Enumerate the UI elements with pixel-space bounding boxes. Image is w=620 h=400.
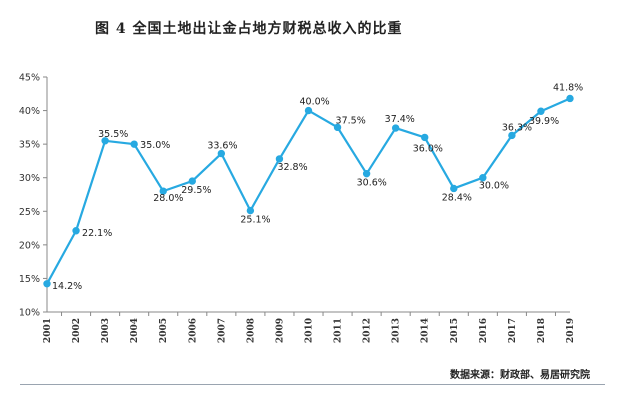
x-tick-label: 2017	[508, 318, 518, 343]
data-label: 37.5%	[336, 115, 366, 126]
data-labels: 14.2% 22.1% 35.5% 35.0% 28.0%29.5% 33.6% 25.1%…	[52, 82, 583, 291]
data-label: 41.8%	[553, 82, 583, 93]
data-point	[362, 169, 371, 178]
data-label: 28.0%	[153, 193, 183, 204]
data-label: 14.2%	[52, 281, 82, 292]
data-label: 37.4%	[385, 114, 415, 125]
data-label: 22.1%	[82, 228, 112, 239]
x-tick-label: 2002	[72, 318, 82, 343]
data-point	[275, 155, 284, 163]
data-point	[566, 94, 574, 103]
x-tick-label: 2005	[159, 318, 169, 343]
data-point	[304, 106, 313, 115]
x-axis-ticks: 2001 2002 2003 2004 2005 2006 2007 2008 2009 2010…	[43, 312, 576, 343]
x-tick-label: 2019	[566, 318, 576, 343]
data-points	[43, 94, 574, 288]
data-point	[101, 137, 109, 145]
data-point	[479, 174, 487, 182]
data-point	[333, 123, 342, 132]
x-tick-label: 2013	[392, 318, 402, 343]
x-tick-label: 2015	[450, 318, 460, 343]
axes	[46, 77, 570, 313]
data-label: 25.1%	[240, 215, 270, 226]
x-tick-label: 2016	[479, 318, 489, 343]
source-note: 数据来源：财政部、易居研究院	[450, 370, 590, 381]
data-label: 33.6%	[207, 141, 237, 152]
x-tick-label: 2018	[537, 318, 547, 343]
data-point	[450, 184, 458, 193]
y-tick-label: 20%	[19, 240, 40, 251]
data-label: 32.8%	[277, 162, 307, 173]
x-tick-label: 2012	[363, 318, 373, 343]
x-tick-label: 2011	[334, 318, 344, 343]
data-point	[130, 140, 138, 148]
x-tick-label: 2003	[101, 318, 111, 343]
data-label: 28.4%	[442, 192, 472, 203]
data-label: 30.6%	[357, 178, 387, 189]
x-tick-label: 2007	[217, 318, 227, 343]
x-tick-label: 2014	[421, 318, 431, 343]
chart-title: 图 4 全国土地出让金占地方财税总收入的比重	[95, 21, 403, 37]
data-point	[217, 149, 226, 158]
data-point	[391, 124, 400, 132]
data-point	[508, 131, 516, 140]
data-point	[421, 133, 429, 142]
y-tick-label: 35%	[19, 140, 40, 151]
data-label: 39.9%	[529, 116, 559, 127]
data-point	[72, 227, 80, 235]
y-tick-label: 25%	[19, 207, 40, 218]
data-label: 36.0%	[413, 143, 443, 154]
data-point	[246, 206, 255, 215]
data-label: 36.3%	[502, 122, 532, 133]
x-tick-label: 2001	[43, 318, 53, 343]
x-tick-label: 2006	[188, 318, 198, 343]
y-tick-label: 30%	[19, 173, 40, 184]
data-point	[537, 107, 545, 115]
data-point	[188, 177, 196, 185]
y-tick-label: 45%	[19, 73, 40, 84]
data-point	[43, 280, 51, 288]
data-label: 40.0%	[300, 97, 330, 108]
data-label: 35.0%	[140, 140, 170, 151]
y-tick-label: 40%	[19, 106, 40, 117]
data-point	[159, 187, 167, 195]
y-tick-label: 15%	[19, 274, 40, 285]
x-tick-label: 2009	[275, 318, 285, 343]
x-tick-label: 2004	[130, 318, 140, 343]
y-tick-label: 10%	[19, 308, 40, 319]
bottom-rule	[20, 384, 605, 385]
data-label: 29.5%	[181, 185, 211, 196]
x-tick-label: 2010	[305, 318, 315, 343]
x-tick-label: 2008	[246, 318, 256, 343]
data-label: 35.5%	[98, 129, 128, 140]
data-label: 30.0%	[479, 181, 509, 192]
y-axis-ticks: 10% 15% 20% 25% 30% 35% 40% 45%	[19, 73, 47, 319]
